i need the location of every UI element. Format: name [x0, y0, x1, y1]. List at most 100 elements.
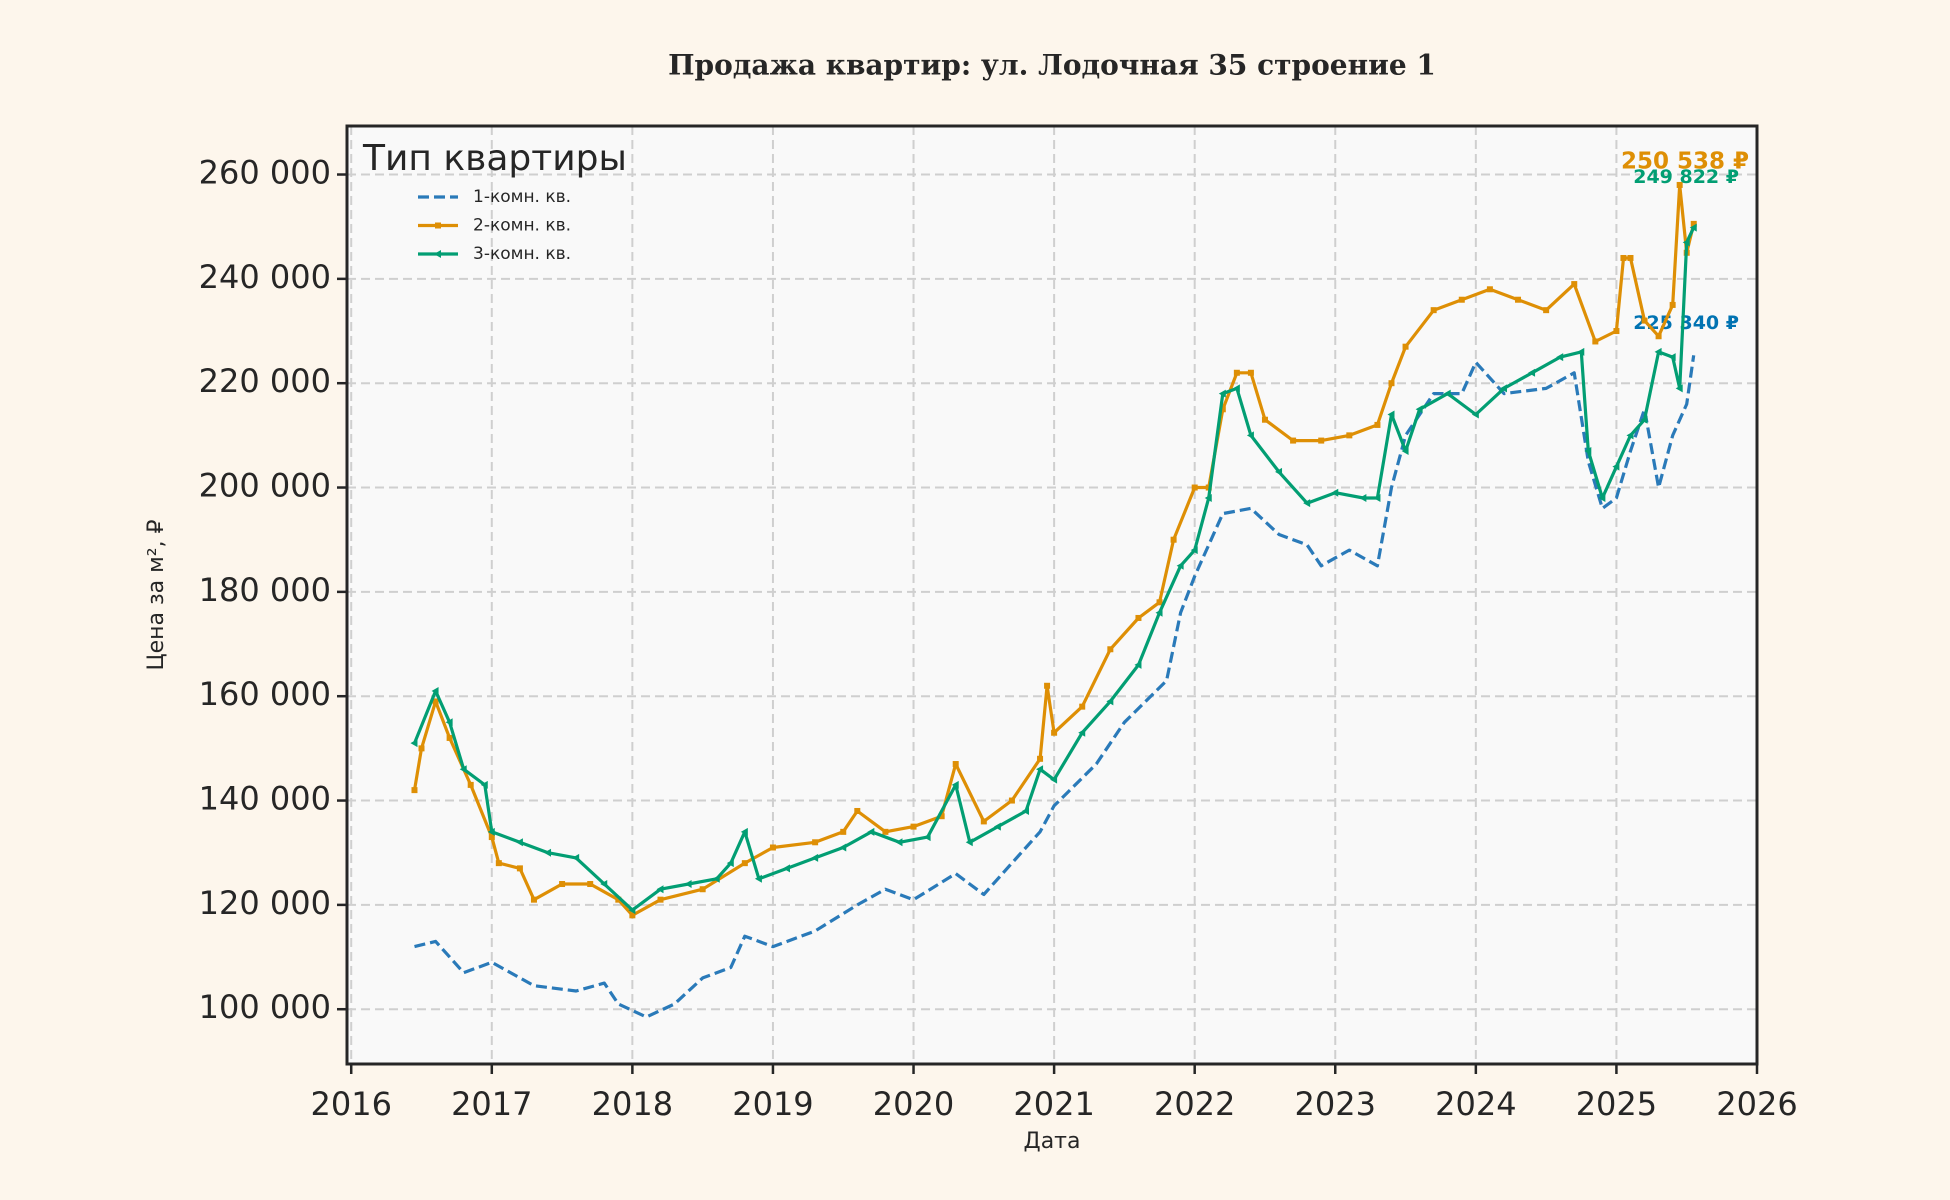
marker [1044, 682, 1051, 689]
marker [411, 787, 418, 794]
marker [446, 734, 453, 741]
marker [726, 859, 734, 868]
x-tick-label: 2025 [1576, 1085, 1657, 1123]
marker [1008, 797, 1015, 804]
value-label: 250 538 ₽ [1621, 148, 1749, 174]
marker [1612, 462, 1620, 471]
marker [1627, 254, 1634, 261]
legend-label: 1-комн. кв. [473, 187, 571, 207]
marker [712, 874, 720, 883]
marker [656, 885, 664, 894]
marker [629, 912, 636, 919]
x-tick-label: 2017 [451, 1085, 532, 1123]
marker [587, 881, 594, 888]
marker [1331, 488, 1339, 497]
marker [1443, 389, 1451, 398]
marker [867, 827, 875, 836]
marker [1261, 416, 1268, 423]
marker [1155, 608, 1163, 617]
marker [1676, 181, 1683, 188]
marker [1037, 755, 1044, 762]
marker [1584, 447, 1592, 456]
marker [839, 843, 847, 852]
marker [1640, 415, 1648, 424]
marker [459, 765, 467, 774]
marker [1430, 307, 1437, 314]
marker [1156, 599, 1163, 606]
marker [1373, 493, 1381, 502]
x-tick-label: 2022 [1154, 1085, 1235, 1123]
marker [1613, 328, 1620, 335]
marker [980, 818, 987, 825]
marker [812, 839, 819, 846]
marker [951, 780, 959, 789]
x-tick-label: 2026 [1716, 1085, 1797, 1123]
marker [1134, 660, 1142, 669]
marker [544, 848, 552, 857]
marker [840, 828, 847, 835]
marker [515, 838, 523, 847]
x-axis-label: Дата [1024, 1129, 1081, 1154]
y-tick-label: 100 000 [199, 988, 331, 1026]
x-tick-label: 2023 [1295, 1085, 1376, 1123]
marker [434, 250, 441, 258]
marker [1388, 380, 1395, 387]
marker [431, 686, 439, 695]
marker [467, 781, 474, 788]
marker [1556, 353, 1564, 362]
marker [1191, 484, 1198, 491]
x-tick-label: 2018 [592, 1085, 673, 1123]
marker [1528, 368, 1536, 377]
marker [1387, 410, 1395, 419]
marker [1021, 806, 1029, 815]
marker [1051, 729, 1058, 736]
marker [432, 698, 439, 705]
legend-title: Тип квартиры [362, 138, 627, 179]
marker [1232, 384, 1240, 393]
marker [699, 886, 706, 893]
marker [910, 823, 917, 830]
marker [740, 827, 748, 836]
marker [1275, 467, 1283, 476]
marker [530, 896, 537, 903]
marker [1176, 561, 1184, 570]
marker [410, 739, 418, 748]
marker [965, 838, 973, 847]
marker [1641, 317, 1648, 324]
y-tick-label: 240 000 [199, 258, 331, 296]
marker [1682, 238, 1690, 247]
x-tick-label: 2021 [1013, 1085, 1094, 1123]
legend-label: 2-комн. кв. [473, 216, 571, 236]
y-tick-label: 180 000 [199, 571, 331, 609]
marker [1655, 333, 1662, 340]
marker [615, 896, 622, 903]
marker [1471, 410, 1479, 419]
marker [1415, 405, 1423, 414]
marker [741, 860, 748, 867]
marker [1654, 347, 1662, 356]
marker [1571, 281, 1578, 288]
marker [1050, 775, 1058, 784]
y-tick-label: 200 000 [199, 467, 331, 505]
marker [1290, 437, 1297, 444]
marker [1689, 223, 1697, 232]
plot-frame [345, 124, 1759, 1066]
plot-area [347, 126, 1757, 1064]
marker [488, 834, 495, 841]
marker [516, 865, 523, 872]
marker [1204, 493, 1212, 502]
marker [1486, 286, 1493, 293]
marker [1515, 296, 1522, 303]
marker [1499, 384, 1507, 393]
x-tick-label: 2016 [310, 1085, 391, 1123]
marker [783, 864, 791, 873]
y-tick-label: 120 000 [199, 884, 331, 922]
marker [487, 827, 495, 836]
x-tick-label: 2024 [1435, 1085, 1516, 1123]
marker [1543, 307, 1550, 314]
marker [1669, 301, 1676, 308]
marker [418, 745, 425, 752]
value-label: 249 822 ₽ [1633, 166, 1739, 188]
marker [1107, 646, 1114, 653]
